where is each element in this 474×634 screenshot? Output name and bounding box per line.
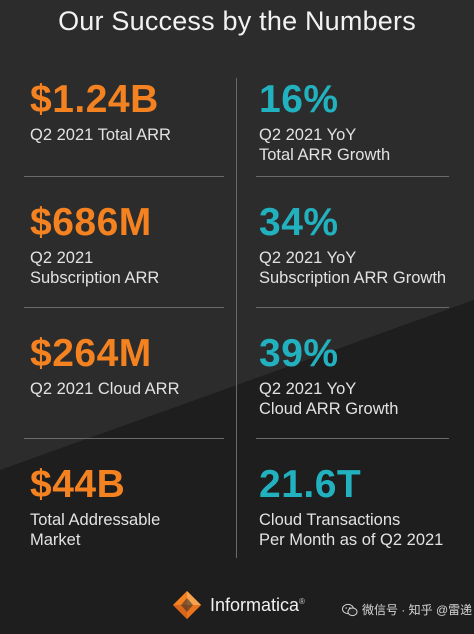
stat-label-line: Per Month as of Q2 2021 bbox=[259, 531, 444, 549]
stat-total-arr: $1.24B Q2 2021 Total ARR bbox=[30, 80, 171, 145]
footer-logo: Informatica® bbox=[172, 590, 305, 620]
stat-label: Q2 2021 YoY Total ARR Growth bbox=[259, 125, 390, 165]
wechat-icon bbox=[342, 603, 358, 616]
stat-label: Q2 2021 YoY Cloud ARR Growth bbox=[259, 379, 398, 419]
stat-value: 39% bbox=[259, 332, 339, 375]
stat-label: Q2 2021 Subscription ARR bbox=[30, 248, 159, 288]
horizontal-divider bbox=[24, 307, 224, 308]
stat-label: Q2 2021 Total ARR bbox=[30, 126, 171, 144]
stat-label-line: Subscription ARR Growth bbox=[259, 269, 447, 287]
stat-value: 21.6T bbox=[259, 463, 362, 506]
stat-label: Q2 2021 Cloud ARR bbox=[30, 380, 180, 398]
stat-label-line: Q2 2021 YoY bbox=[259, 249, 357, 267]
watermark: 微信号 · 知乎 @雷递 bbox=[342, 601, 472, 618]
logo-text: Informatica bbox=[210, 594, 300, 615]
stat-label-line: Total Addressable bbox=[30, 511, 161, 529]
logo-wordmark: Informatica® bbox=[210, 595, 305, 616]
horizontal-divider bbox=[256, 438, 449, 439]
trademark: ® bbox=[299, 596, 305, 606]
horizontal-divider bbox=[24, 438, 224, 439]
stat-label-line: Cloud Transactions bbox=[259, 511, 401, 529]
stat-label: Total Addressable Market bbox=[30, 510, 160, 550]
horizontal-divider bbox=[256, 176, 449, 177]
stat-cloud-transactions: 21.6T Cloud Transactions Per Month as of… bbox=[259, 465, 443, 550]
page-title: Our Success by the Numbers bbox=[58, 6, 416, 36]
stat-total-addressable-market: $44B Total Addressable Market bbox=[30, 465, 160, 550]
stat-total-arr-growth: 16% Q2 2021 YoY Total ARR Growth bbox=[259, 80, 390, 165]
horizontal-divider bbox=[256, 307, 449, 308]
horizontal-divider bbox=[24, 176, 224, 177]
stat-cloud-arr-growth: 39% Q2 2021 YoY Cloud ARR Growth bbox=[259, 334, 398, 419]
stat-cloud-arr: $264M Q2 2021 Cloud ARR bbox=[30, 334, 180, 399]
informatica-logo-icon bbox=[173, 591, 201, 619]
stat-value: 34% bbox=[259, 201, 339, 244]
stat-label: Cloud Transactions Per Month as of Q2 20… bbox=[259, 510, 443, 550]
stat-value: $686M bbox=[30, 201, 152, 244]
stat-label-line: Q2 2021 bbox=[30, 249, 94, 267]
stat-label-line: Subscription ARR bbox=[30, 269, 160, 287]
stat-subscription-arr-growth: 34% Q2 2021 YoY Subscription ARR Growth bbox=[259, 203, 446, 288]
stat-value: $264M bbox=[30, 332, 152, 375]
stat-label-line: Q2 2021 YoY bbox=[259, 380, 357, 398]
stat-label-line: Cloud ARR Growth bbox=[259, 400, 399, 418]
stat-label-line: Total ARR Growth bbox=[259, 146, 391, 164]
vertical-divider bbox=[236, 78, 237, 558]
stat-value: 16% bbox=[259, 78, 339, 121]
stat-label-line: Market bbox=[30, 531, 81, 549]
stat-label-line: Q2 2021 YoY bbox=[259, 126, 357, 144]
stat-value: $1.24B bbox=[30, 78, 159, 121]
stat-subscription-arr: $686M Q2 2021 Subscription ARR bbox=[30, 203, 159, 288]
watermark-text: 微信号 · 知乎 @雷递 bbox=[362, 603, 473, 617]
stat-label: Q2 2021 YoY Subscription ARR Growth bbox=[259, 248, 446, 288]
stat-value: $44B bbox=[30, 463, 126, 506]
